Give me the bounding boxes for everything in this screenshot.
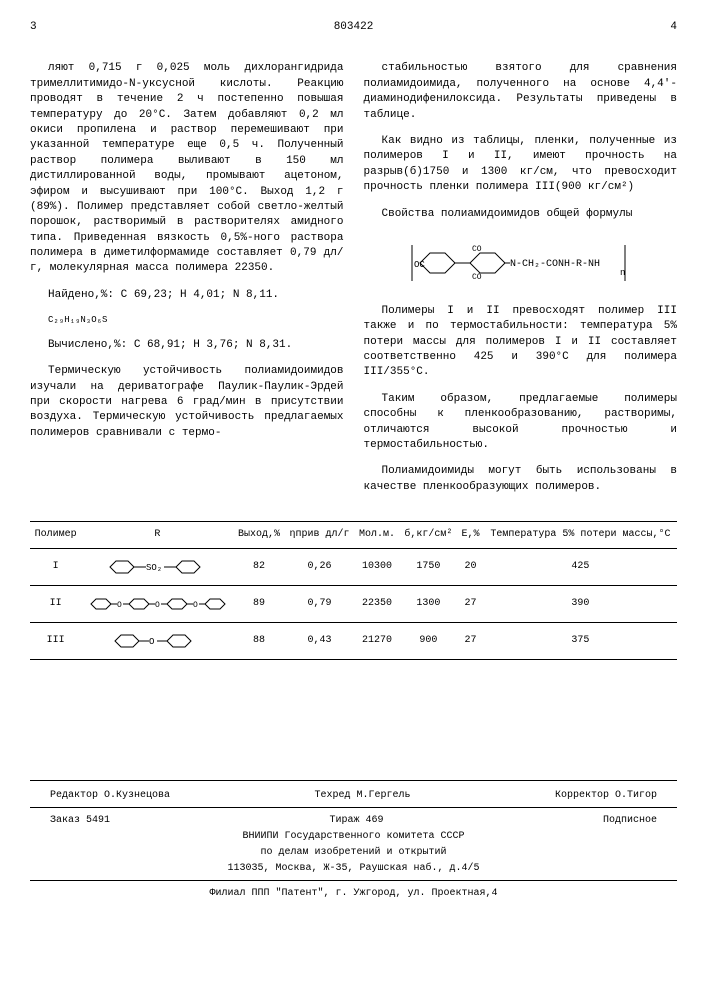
cell-temp: 425 bbox=[484, 549, 677, 586]
th-molm: Мол.м. bbox=[354, 522, 399, 549]
th-temp: Температура 5% потери массы,°С bbox=[484, 522, 677, 549]
right-p1: стабильностью взятого для сравнения поли… bbox=[364, 61, 678, 123]
svg-text:O: O bbox=[155, 601, 160, 610]
th-visc: ηприв дл/г bbox=[285, 522, 355, 549]
techred: Техред М.Гергель bbox=[314, 789, 410, 803]
table-row: II O O O 89 bbox=[30, 586, 677, 623]
cell-id: III bbox=[30, 623, 81, 660]
right-p6: Полиамидоимиды могут быть использованы в… bbox=[364, 464, 678, 495]
footer-branch: Филиал ППП "Патент", г. Ужгород, ул. Про… bbox=[30, 887, 677, 901]
cell-yield: 88 bbox=[233, 623, 284, 660]
table-header-row: Полимер R Выход,% ηприв дл/г Мол.м. б,кг… bbox=[30, 522, 677, 549]
left-p2: Найдено,%: С 69,23; H 4,01; N 8,11. bbox=[30, 288, 344, 303]
cell-structure-3: O bbox=[81, 623, 233, 660]
podpisnoe: Подписное bbox=[603, 814, 657, 828]
cell-str: 1750 bbox=[400, 549, 458, 586]
footer-editors: Редактор О.Кузнецова Техред М.Гергель Ко… bbox=[30, 789, 677, 803]
table-row: III O 88 0,43 21270 900 27 375 bbox=[30, 623, 677, 660]
formula-caption: N-CH₂-CONH-R-NH bbox=[510, 259, 600, 270]
cell-visc: 0,26 bbox=[285, 549, 355, 586]
footer: Редактор О.Кузнецова Техред М.Гергель Ко… bbox=[30, 780, 677, 901]
page-right: 4 bbox=[670, 20, 677, 35]
svg-text:CO: CO bbox=[472, 245, 482, 254]
chemical-formula-svg: OC CO CO N-CH₂-CONH-R-NH n bbox=[410, 233, 630, 293]
cell-temp: 390 bbox=[484, 586, 677, 623]
th-yield: Выход,% bbox=[233, 522, 284, 549]
left-p4: Вычислено,%: С 68,91; H 3,76; N 8,31. bbox=[30, 338, 344, 353]
svg-text:OC: OC bbox=[414, 260, 425, 270]
cell-yield: 82 bbox=[233, 549, 284, 586]
svg-text:O: O bbox=[149, 637, 154, 647]
right-p3: Свойства полиамидоимидов общей формулы bbox=[364, 207, 678, 222]
page-header: 3 803422 4 bbox=[30, 20, 677, 35]
cell-structure-1: SO₂ bbox=[81, 549, 233, 586]
th-e: Е,% bbox=[457, 522, 484, 549]
order-num: Заказ 5491 bbox=[50, 814, 110, 828]
properties-table: Полимер R Выход,% ηприв дл/г Мол.м. б,кг… bbox=[30, 521, 677, 660]
cell-e: 20 bbox=[457, 549, 484, 586]
svg-text:O: O bbox=[193, 601, 198, 610]
cell-visc: 0,79 bbox=[285, 586, 355, 623]
left-p1: ляют 0,715 г 0,025 моль дихлорангидрида … bbox=[30, 61, 344, 276]
cell-temp: 375 bbox=[484, 623, 677, 660]
cell-e: 27 bbox=[457, 586, 484, 623]
right-column: стабильностью взятого для сравнения поли… bbox=[364, 50, 678, 506]
svg-text:SO₂: SO₂ bbox=[146, 563, 162, 573]
cell-structure-2: O O O bbox=[81, 586, 233, 623]
cell-e: 27 bbox=[457, 623, 484, 660]
cell-id: I bbox=[30, 549, 81, 586]
page-center: 803422 bbox=[334, 20, 374, 35]
cell-molm: 10300 bbox=[354, 549, 399, 586]
page-left: 3 bbox=[30, 20, 37, 35]
cell-str: 900 bbox=[400, 623, 458, 660]
cell-str: 1300 bbox=[400, 586, 458, 623]
two-column-body: ляют 0,715 г 0,025 моль дихлорангидрида … bbox=[30, 50, 677, 506]
cell-yield: 89 bbox=[233, 586, 284, 623]
cell-molm: 22350 bbox=[354, 586, 399, 623]
cell-visc: 0,43 bbox=[285, 623, 355, 660]
tirazh: Тираж 469 bbox=[329, 814, 383, 828]
right-p4: Полимеры I и II превосходят полимер III … bbox=[364, 304, 678, 381]
left-p5: Термическую устойчивость полиамидоимидов… bbox=[30, 364, 344, 441]
footer-org2: по делам изобретений и открытий bbox=[30, 846, 677, 860]
left-column: ляют 0,715 г 0,025 моль дихлорангидрида … bbox=[30, 50, 344, 506]
editor: Редактор О.Кузнецова bbox=[50, 789, 170, 803]
svg-text:CO: CO bbox=[472, 273, 482, 282]
th-str: б,кг/см² bbox=[400, 522, 458, 549]
corrector: Корректор О.Тигор bbox=[555, 789, 657, 803]
cell-id: II bbox=[30, 586, 81, 623]
right-p5: Таким образом, предлагаемые полимеры спо… bbox=[364, 392, 678, 454]
footer-org1: ВНИИПИ Государственного комитета СССР bbox=[30, 830, 677, 844]
th-polymer: Полимер bbox=[30, 522, 81, 549]
svg-text:O: O bbox=[117, 601, 122, 610]
table-row: I SO₂ 82 0,26 10300 1750 20 425 bbox=[30, 549, 677, 586]
cell-molm: 21270 bbox=[354, 623, 399, 660]
th-r: R bbox=[81, 522, 233, 549]
footer-addr: 113035, Москва, Ж-35, Раушская наб., д.4… bbox=[30, 862, 677, 876]
footer-order: Заказ 5491 Тираж 469 Подписное bbox=[30, 814, 677, 828]
right-p2: Как видно из таблицы, пленки, полученные… bbox=[364, 134, 678, 196]
left-p3-formula: C₂₉H₁₉N₃O₆S bbox=[30, 314, 344, 327]
